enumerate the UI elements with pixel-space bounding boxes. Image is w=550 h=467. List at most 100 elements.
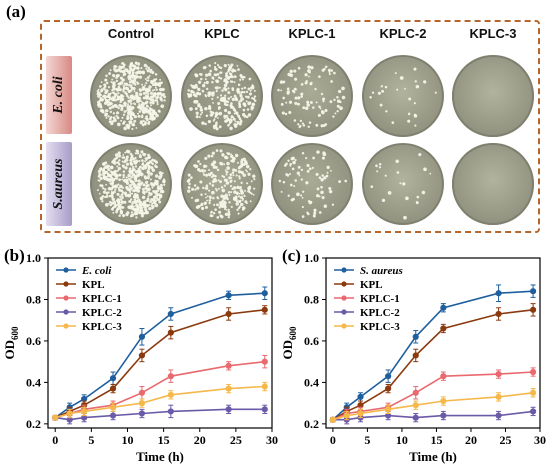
legend-marker [63, 267, 69, 273]
legend-marker [341, 281, 347, 287]
data-point [225, 385, 232, 392]
data-point [138, 400, 146, 407]
y-tick-label: 0.4 [304, 375, 319, 389]
petri-dish-e-coli-kplc-1 [271, 55, 353, 137]
data-point [343, 412, 350, 419]
y-tick-label: 1.0 [26, 251, 41, 265]
data-point [357, 393, 364, 401]
data-point [109, 385, 117, 392]
series-kplc-3 [52, 381, 268, 421]
column-label-kplc: KPLC [204, 26, 240, 41]
data-point [225, 310, 232, 318]
legend-label: KPLC-3 [360, 321, 400, 333]
data-point [225, 406, 232, 413]
x-tick-label: 5 [364, 433, 370, 447]
legend-label: KPL [360, 279, 383, 291]
data-point [329, 416, 337, 423]
legend-marker [63, 309, 69, 315]
plot-frame [47, 257, 273, 429]
legend-label: KPLC-2 [82, 307, 122, 319]
petri-dish-s-aureus-kplc [181, 143, 263, 225]
od-growth-chart-e-coli: 0 5 10 15 20 25 30 0.2 0.4 0.6 0.8 1.0 Time (h) OD600… [2, 251, 278, 464]
data-point [138, 333, 146, 340]
x-tick-label: 30 [266, 433, 278, 447]
petri-dish-s-aureus-kplc-2 [362, 143, 444, 225]
petri-dish-s-aureus-control [90, 143, 172, 225]
legend-label: KPLC-3 [82, 321, 122, 333]
data-point [225, 362, 232, 369]
data-point [261, 290, 268, 297]
data-point [495, 370, 502, 378]
legend-marker [341, 267, 347, 273]
petri-dish-e-coli-kplc-2 [362, 55, 444, 137]
x-tick-label: 5 [88, 433, 94, 447]
y-axis-label: OD600 [2, 326, 20, 360]
data-point [385, 385, 392, 392]
x-tick-label: 10 [121, 433, 133, 447]
data-point [495, 393, 502, 401]
legend-label: E. coli [81, 265, 112, 277]
data-point [412, 402, 419, 409]
data-point [109, 404, 117, 411]
legend-label: KPLC-1 [82, 293, 122, 305]
row-label-s-aureus-text: S.aureus [51, 158, 66, 210]
column-label-kplc-1: KPLC-1 [288, 26, 336, 41]
data-point [412, 352, 419, 359]
data-point [138, 389, 146, 396]
data-point [81, 408, 88, 415]
column-label-kplc-3: KPLC-3 [469, 26, 517, 41]
data-point [167, 391, 174, 398]
x-tick-label: 0 [330, 433, 336, 447]
x-tick-label: 25 [499, 433, 511, 447]
data-point [529, 306, 537, 313]
data-point [529, 368, 537, 376]
y-tick-label: 0.6 [304, 334, 319, 348]
data-point [66, 410, 73, 417]
data-point [385, 406, 392, 413]
data-point [167, 408, 174, 415]
data-point [109, 412, 117, 419]
od-growth-chart-s-aureus: 0 5 10 15 20 25 30 0.2 0.4 0.6 0.8 1.0 Time (h) OD600… [280, 251, 546, 464]
data-point [495, 412, 502, 419]
data-point [261, 406, 268, 413]
data-point [440, 412, 447, 419]
legend-marker [341, 323, 347, 329]
data-point [167, 329, 174, 336]
y-tick-label: 0.2 [304, 417, 319, 431]
data-point [261, 383, 268, 390]
data-point [52, 414, 59, 421]
data-point [167, 373, 174, 380]
column-label-kplc-2: KPLC-2 [379, 26, 427, 41]
series-kplc-3 [329, 388, 537, 423]
legend-marker [63, 281, 69, 287]
petri-dish-s-aureus-kplc-3 [452, 143, 534, 225]
y-tick-label: 0.4 [26, 375, 41, 389]
x-tick-label: 20 [194, 433, 206, 447]
x-tick-label: 0 [52, 433, 58, 447]
y-axis-label: OD600 [280, 326, 298, 360]
row-label-s-aureus: S.aureus [46, 142, 72, 226]
y-tick-label: 0.8 [26, 292, 41, 306]
panel-label-c: (c) [282, 246, 301, 265]
panel-label-b: (b) [4, 246, 25, 265]
data-point [412, 333, 419, 340]
data-point [440, 304, 447, 311]
row-label-e-coli-text: E. coli [51, 76, 66, 114]
column-label-control: Control [107, 26, 155, 41]
legend-marker [341, 309, 347, 315]
x-tick-label: 25 [230, 433, 242, 447]
y-tick-label: 0.2 [26, 417, 41, 431]
legend-marker [341, 295, 347, 301]
petri-dish-s-aureus-kplc-1 [271, 143, 353, 225]
plot-frame [325, 257, 541, 429]
data-point [412, 414, 419, 421]
data-point [529, 288, 537, 295]
data-point [412, 389, 419, 396]
data-point [529, 408, 537, 415]
data-point [440, 373, 447, 380]
series-s-aureus [329, 284, 537, 423]
data-point [109, 375, 117, 382]
legend-marker [63, 295, 69, 301]
data-point [495, 310, 502, 318]
data-point [167, 310, 174, 318]
